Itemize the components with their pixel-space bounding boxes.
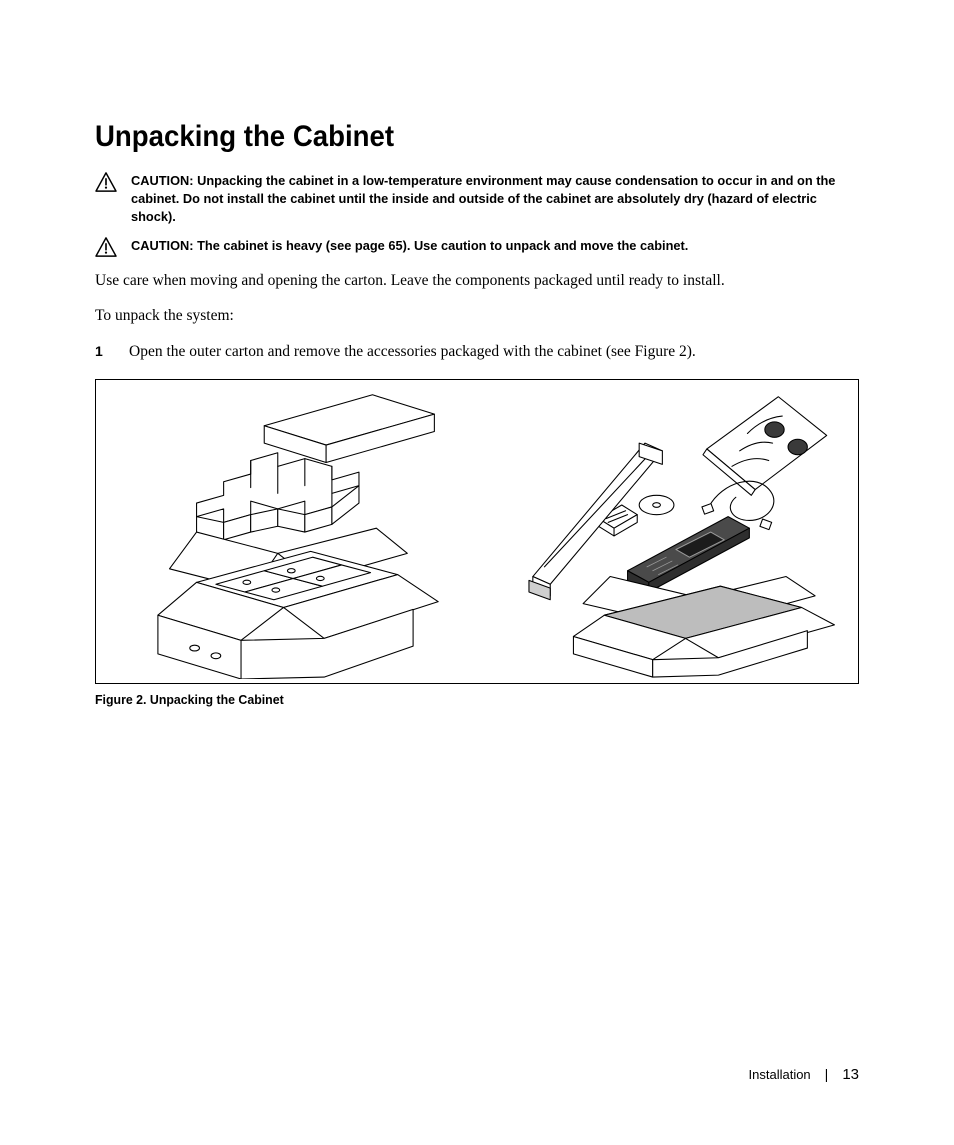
caution-body: Unpacking the cabinet in a low-temperatu… [131,173,835,224]
footer-page-number: 13 [842,1066,859,1083]
page-footer: Installation | 13 [749,1066,859,1083]
figure-caption: Figure 2. Unpacking the Cabinet [95,692,821,707]
caution-block: CAUTION: The cabinet is heavy (see page … [95,237,859,257]
warning-icon [95,172,117,192]
step-row: 1 Open the outer carton and remove the a… [95,343,859,361]
unpacking-left-illustration [108,389,463,679]
caution-text: CAUTION: The cabinet is heavy (see page … [131,237,837,255]
section-title: Unpacking the Cabinet [95,120,798,154]
unpacking-right-illustration [471,389,846,679]
caution-text: CAUTION: Unpacking the cabinet in a low-… [131,172,837,225]
figure-frame [95,379,859,684]
step-text: Open the outer carton and remove the acc… [129,343,859,361]
caution-label: CAUTION: [131,173,194,188]
caution-label: CAUTION: [131,238,194,253]
footer-section: Installation [749,1067,811,1082]
warning-icon [95,237,117,257]
body-paragraph: Use care when moving and opening the car… [95,271,859,292]
page: Unpacking the Cabinet CAUTION: Unpacking… [0,0,954,1145]
caution-block: CAUTION: Unpacking the cabinet in a low-… [95,172,859,225]
caution-body: The cabinet is heavy (see page 65). Use … [197,238,688,253]
step-number: 1 [95,343,129,359]
body-paragraph: To unpack the system: [95,306,859,327]
footer-separator: | [825,1066,829,1082]
